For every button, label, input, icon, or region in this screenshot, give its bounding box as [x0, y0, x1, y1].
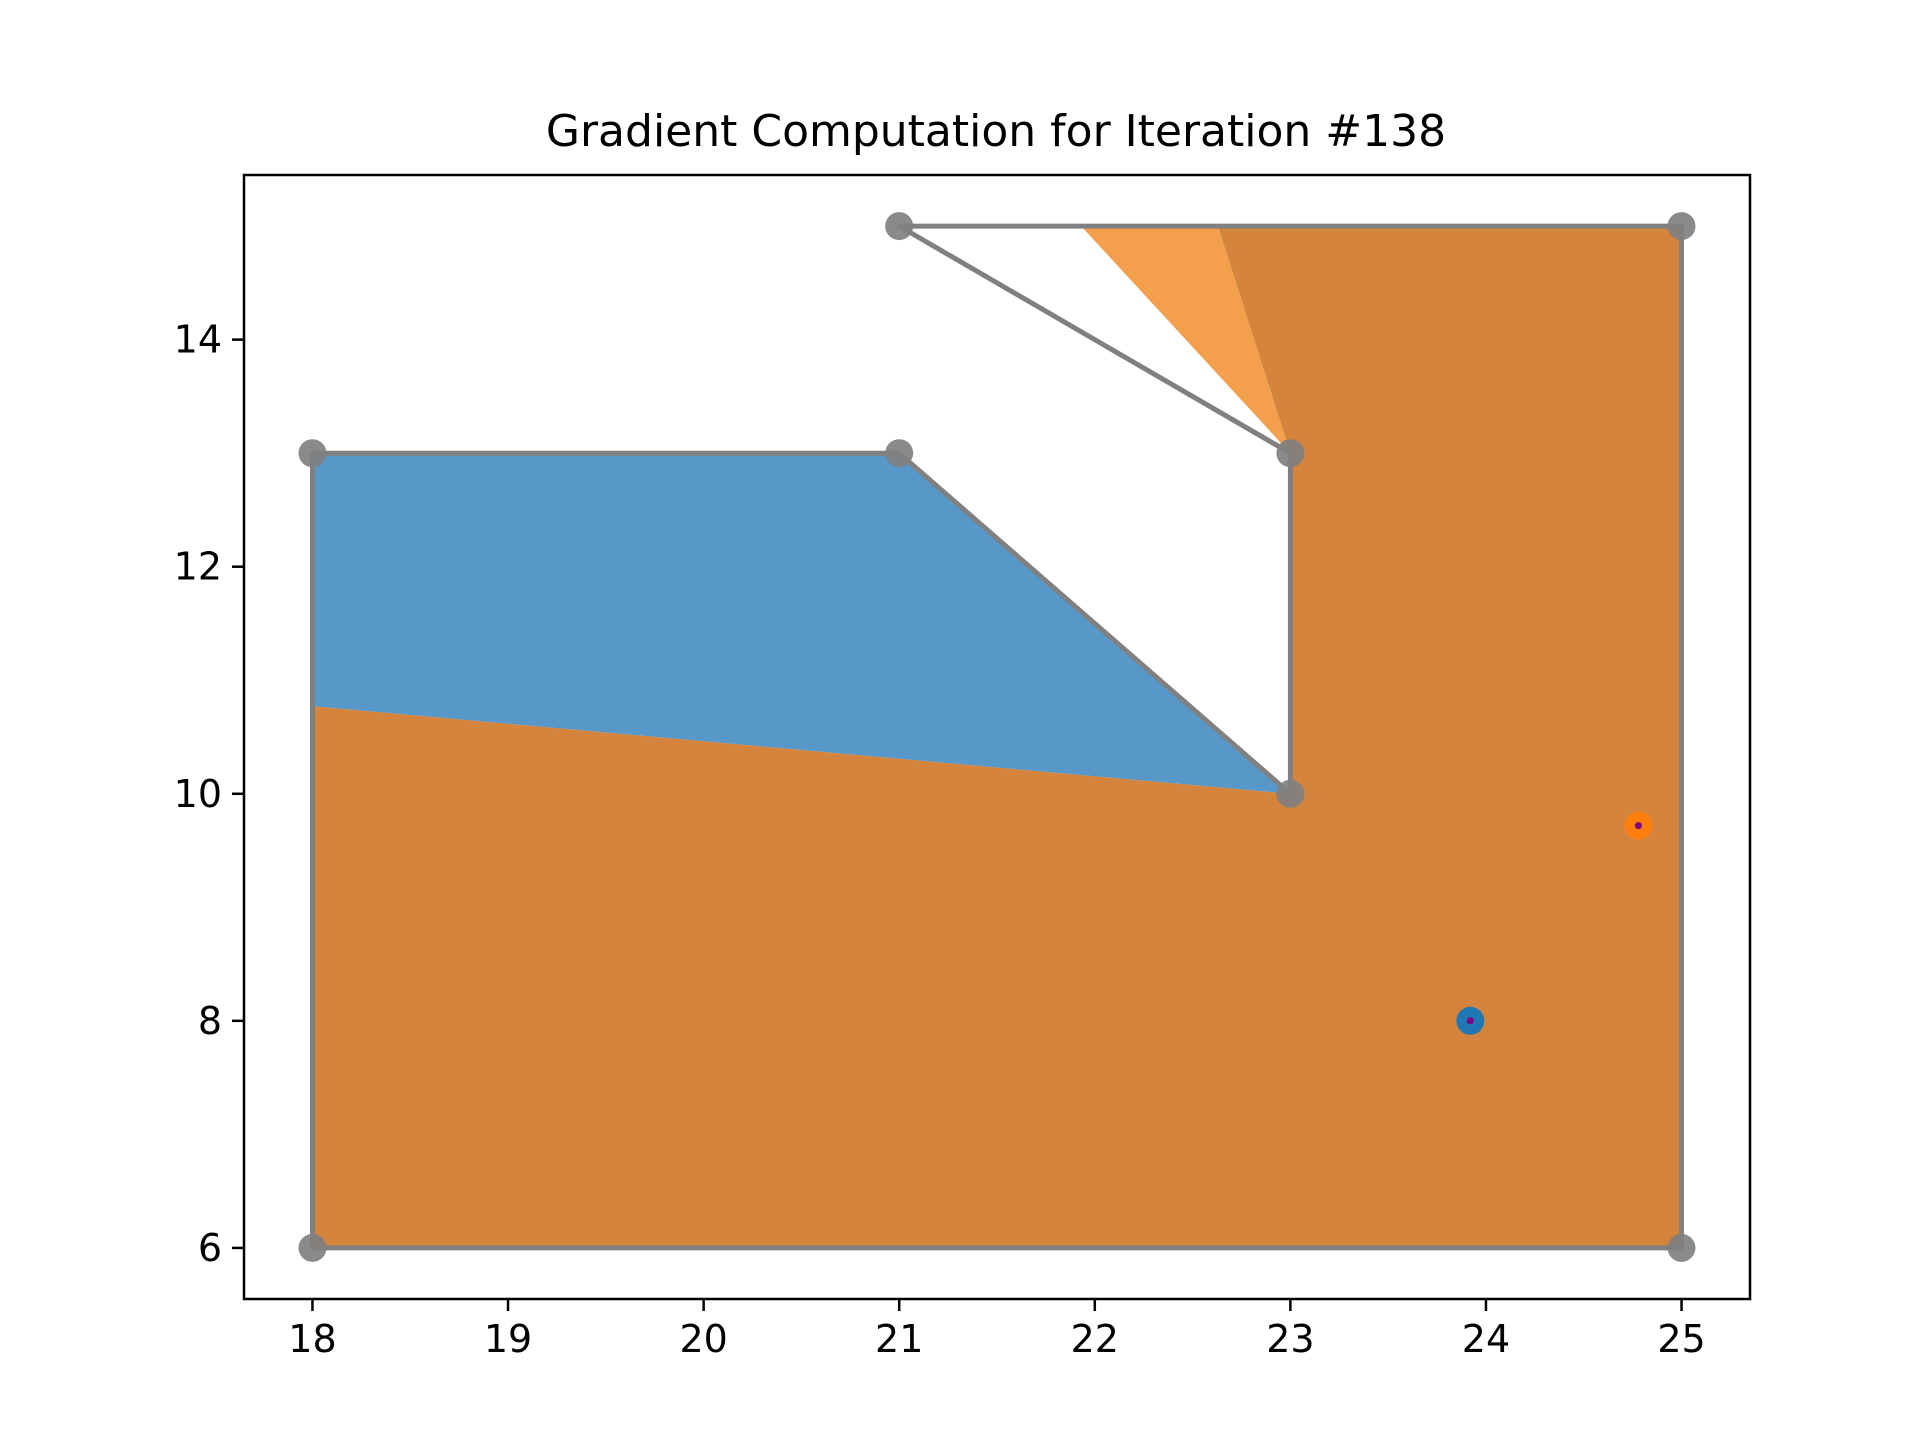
- y-tick-label-6: 6: [198, 1226, 222, 1270]
- chart-title: Gradient Computation for Iteration #138: [546, 106, 1446, 157]
- x-tick-label-24: 24: [1462, 1317, 1510, 1361]
- x-tick-label-23: 23: [1266, 1317, 1314, 1361]
- centroid-center-0: [1466, 1017, 1474, 1025]
- polygon-vertex-0: [298, 1233, 327, 1262]
- centroid-center-1: [1635, 822, 1642, 830]
- plot-frame: [242, 173, 1752, 1301]
- y-tick-label-12: 12: [174, 545, 222, 589]
- polygon-vertex-7: [298, 439, 327, 468]
- regions-layer: [312, 226, 1682, 1248]
- y-axis: 6 8 10 12 14: [174, 318, 244, 1270]
- x-tick-label-18: 18: [288, 1317, 336, 1361]
- polygon-vertex-4: [1276, 439, 1305, 468]
- polygon-vertex-5: [1276, 779, 1305, 808]
- y-tick-label-8: 8: [198, 999, 222, 1043]
- polygon-vertex-2: [1667, 212, 1696, 241]
- polygon-vertex-3: [885, 212, 914, 241]
- y-tick-label-10: 10: [174, 772, 222, 816]
- x-tick-label-22: 22: [1071, 1317, 1119, 1361]
- x-tick-label-19: 19: [484, 1317, 532, 1361]
- centroid-layer: [1456, 811, 1653, 1035]
- region-0: [1081, 226, 1291, 454]
- polygon-vertex-6: [885, 439, 914, 468]
- region-2: [312, 226, 1682, 1248]
- x-tick-label-21: 21: [875, 1317, 923, 1361]
- region-1: [312, 453, 1291, 794]
- polygon-layer: [298, 212, 1696, 1262]
- y-tick-label-14: 14: [174, 318, 222, 362]
- x-axis: 18 19 20 21 22 23 24 25: [288, 1299, 1706, 1361]
- x-tick-label-20: 20: [679, 1317, 727, 1361]
- polygon-vertex-1: [1667, 1233, 1696, 1262]
- x-tick-label-25: 25: [1657, 1317, 1705, 1361]
